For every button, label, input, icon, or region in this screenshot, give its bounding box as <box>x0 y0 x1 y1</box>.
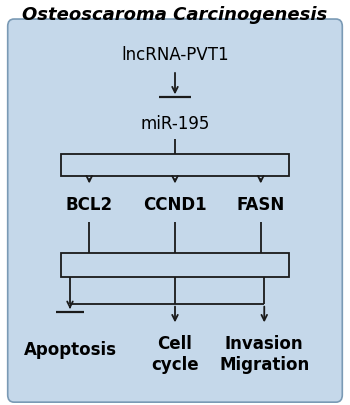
Text: Cell
cycle: Cell cycle <box>151 335 199 374</box>
Text: Apoptosis: Apoptosis <box>23 341 117 359</box>
Bar <box>61 253 289 277</box>
Text: BCL2: BCL2 <box>66 196 113 213</box>
Text: FASN: FASN <box>237 196 285 213</box>
Text: CCND1: CCND1 <box>143 196 207 213</box>
Text: Osteoscaroma Carcinogenesis: Osteoscaroma Carcinogenesis <box>22 6 328 24</box>
Text: Invasion
Migration: Invasion Migration <box>219 335 309 374</box>
Text: lncRNA-PVT1: lncRNA-PVT1 <box>121 46 229 64</box>
Text: miR-195: miR-195 <box>140 115 210 132</box>
FancyBboxPatch shape <box>8 19 342 402</box>
Bar <box>61 154 289 176</box>
